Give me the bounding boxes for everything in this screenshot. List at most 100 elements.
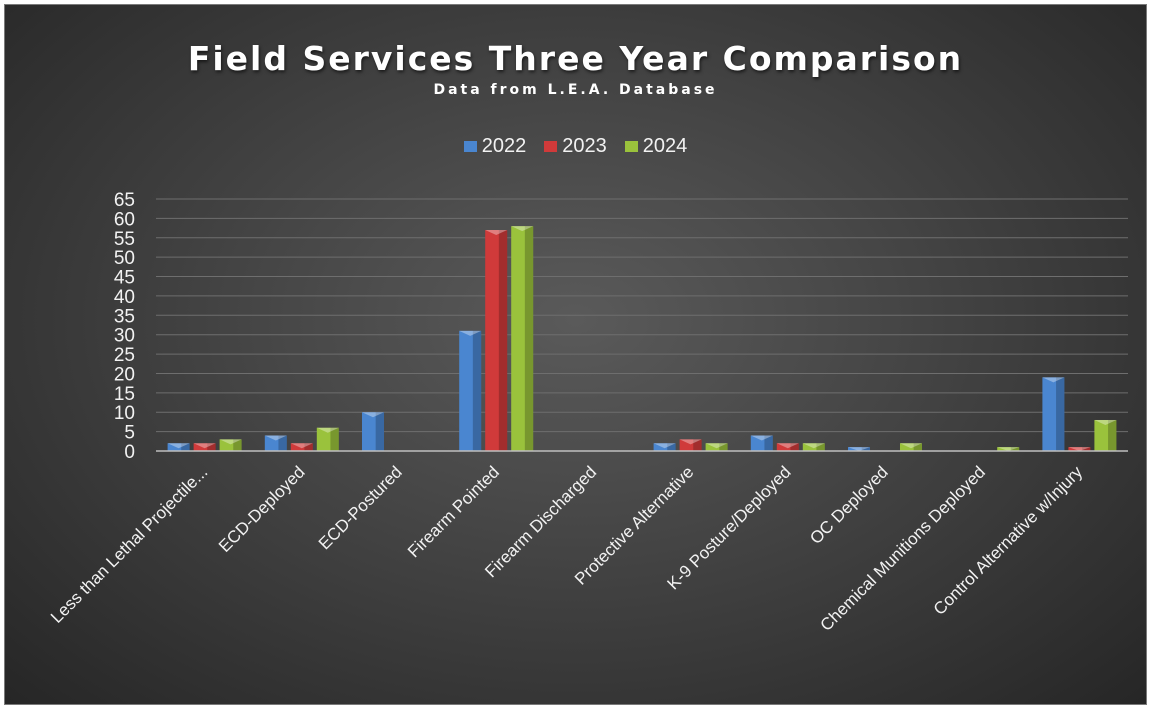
legend-swatch-2023	[544, 141, 558, 152]
bar	[750, 435, 773, 451]
bar	[459, 330, 482, 451]
legend-item-2023: 2023	[544, 135, 607, 158]
bar	[848, 447, 870, 451]
y-tick-label: 35	[114, 306, 135, 327]
x-tick-label: Firearm Pointed	[404, 462, 503, 561]
bar	[511, 226, 534, 451]
x-tick-label: ECD-Postured	[315, 462, 406, 553]
bar-bevel	[1068, 447, 1091, 451]
bar-shade	[719, 443, 728, 451]
bar-bevel	[802, 443, 825, 449]
bar-bevel	[653, 443, 676, 449]
bar-bevel	[316, 427, 339, 433]
bar-shade	[913, 443, 922, 451]
bar-shade	[498, 230, 508, 451]
bar-bevel	[679, 439, 702, 445]
bar-shade	[278, 435, 287, 451]
bar-shade	[667, 443, 676, 451]
bar-shade	[790, 443, 799, 451]
bar-shade	[472, 330, 482, 451]
legend-swatch-2022	[463, 141, 477, 152]
bar	[193, 443, 216, 451]
legend: 2022 2023 2024	[5, 135, 1146, 158]
bar-shade	[1010, 447, 1020, 451]
bar-shade	[375, 412, 384, 451]
bar-shade	[233, 439, 242, 451]
y-tick-label: 55	[114, 229, 135, 250]
bar-bevel	[900, 443, 922, 449]
bar	[485, 230, 508, 451]
bar-shade	[1108, 419, 1117, 451]
bar	[997, 447, 1020, 451]
bar	[1068, 447, 1091, 451]
bar-bevel	[776, 443, 799, 449]
y-tick-label: 40	[114, 287, 135, 308]
bar	[705, 443, 728, 451]
bar	[679, 439, 702, 451]
x-tick-label: ECD-Deployed	[215, 462, 309, 556]
bar-shade	[524, 226, 534, 451]
bar-bevel	[362, 412, 384, 418]
bar-bevel	[193, 443, 216, 449]
bar-shade	[207, 443, 216, 451]
y-tick-label: 5	[124, 423, 135, 444]
bar-bevel	[167, 443, 190, 449]
x-tick-label: OC Deployed	[806, 462, 892, 548]
bar-bevel	[459, 330, 482, 336]
bar-shade	[304, 443, 313, 451]
bar	[1042, 377, 1065, 451]
y-tick-label: 20	[114, 364, 135, 385]
bar	[653, 443, 676, 451]
bar-shade	[693, 439, 702, 451]
bar-shade	[1082, 447, 1091, 451]
y-tick-label: 45	[114, 268, 135, 289]
bar	[776, 443, 799, 451]
bar-bevel	[750, 435, 773, 441]
bar-bevel	[1094, 419, 1117, 425]
legend-label-2023: 2023	[562, 135, 607, 157]
y-tick-label: 25	[114, 345, 135, 366]
bar-bevel	[848, 447, 870, 451]
y-tick-label: 0	[124, 442, 135, 463]
y-tick-label: 60	[114, 209, 135, 230]
bar-bevel	[264, 435, 287, 441]
chart-subtitle: Data from L.E.A. Database	[433, 82, 718, 98]
bar	[802, 443, 825, 451]
bar	[290, 443, 313, 451]
bar	[1094, 419, 1117, 451]
bar	[167, 443, 190, 451]
y-tick-label: 30	[114, 326, 135, 347]
bar-bevel	[1042, 377, 1065, 383]
bar-bevel	[705, 443, 728, 449]
bar	[900, 443, 922, 451]
bar-bevel	[997, 447, 1020, 451]
bar-bevel	[290, 443, 313, 449]
bar-bevel	[511, 226, 534, 232]
legend-item-2022: 2022	[463, 135, 527, 158]
legend-label-2024: 2024	[642, 135, 688, 157]
bar	[362, 412, 384, 451]
bar	[316, 427, 339, 451]
bar-shade	[330, 427, 339, 451]
legend-item-2024: 2024	[624, 135, 688, 158]
y-tick-label: 65	[114, 190, 135, 211]
bar	[219, 439, 242, 451]
bar	[264, 435, 287, 451]
chart-title: Field Services Three Year Comparison	[187, 39, 964, 78]
bar-shade	[181, 443, 190, 451]
bar-shade	[1056, 377, 1065, 451]
chart-frame: Field Services Three Year Comparison Dat…	[4, 4, 1147, 705]
bar-bevel	[485, 230, 508, 236]
y-tick-label: 10	[114, 403, 135, 424]
bar-shade	[764, 435, 773, 451]
y-tick-label: 50	[114, 248, 135, 269]
bar-shade	[816, 443, 825, 451]
bar-bevel	[219, 439, 242, 445]
x-tick-label: Chemical Munitions Deployed	[817, 462, 989, 634]
bar-shade	[861, 447, 870, 451]
x-tick-label: Less than Lethal Projectile...	[47, 462, 211, 626]
legend-label-2022: 2022	[481, 135, 527, 157]
y-tick-label: 15	[114, 384, 135, 405]
legend-swatch-2024	[624, 141, 638, 152]
